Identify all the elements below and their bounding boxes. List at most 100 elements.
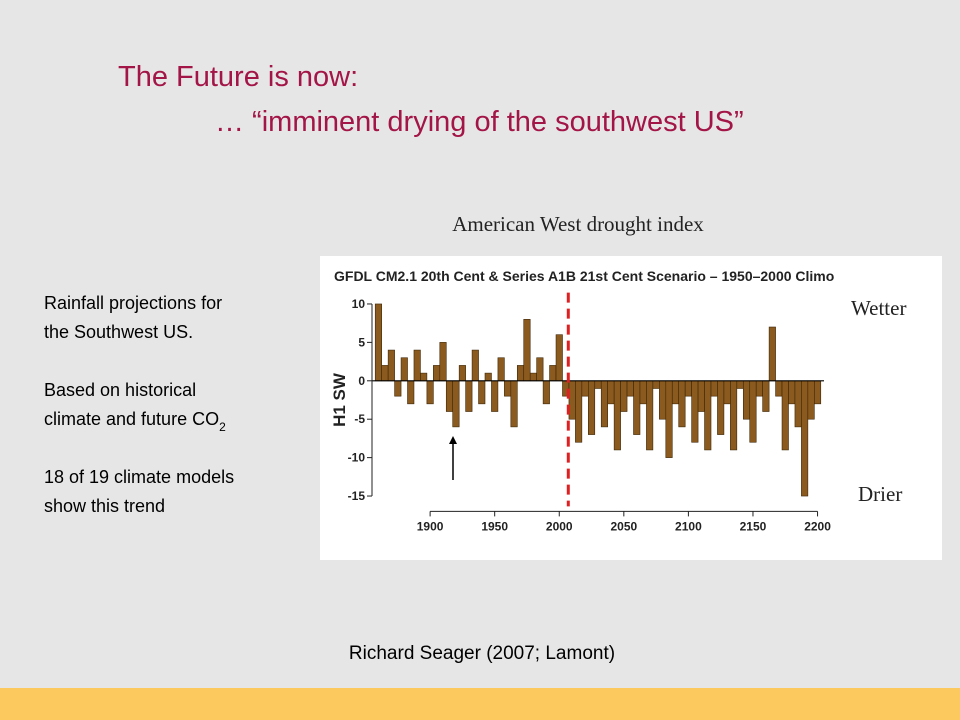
y-tick-label: 5: [358, 335, 365, 349]
bar: [588, 380, 596, 435]
bar: [639, 380, 647, 405]
bar: [504, 380, 512, 397]
bar: [646, 380, 654, 451]
bar: [555, 334, 563, 382]
bar: [484, 372, 492, 382]
bar: [516, 365, 525, 382]
drier-label: Drier: [858, 482, 902, 506]
y-tick-label: 0: [358, 374, 365, 388]
bar: [730, 380, 738, 451]
x-tick-label: 2000: [546, 519, 573, 533]
bar: [439, 342, 447, 382]
x-tick-label: 1950: [481, 519, 508, 533]
y-tick-label: -15: [348, 489, 366, 503]
side-text: show this trend: [44, 496, 165, 516]
side-text: climate and future CO2: [44, 409, 226, 434]
bar: [749, 380, 757, 443]
bar: [381, 365, 389, 382]
bar: [626, 380, 634, 397]
footer-bar: [0, 688, 960, 720]
bar: [575, 380, 583, 443]
bar: [704, 380, 712, 451]
bar: [717, 380, 725, 435]
title-line: The Future is now:: [118, 61, 358, 93]
side-text: Rainfall projections for: [44, 293, 222, 313]
side-text: 18 of 19 climate models: [44, 467, 234, 487]
bar: [497, 357, 505, 382]
bar: [691, 380, 699, 443]
bar: [413, 349, 421, 382]
bar: [426, 380, 434, 405]
bar: [594, 380, 602, 389]
credit: Richard Seager (2007; Lamont): [349, 643, 615, 664]
bar: [801, 380, 809, 497]
bar: [697, 380, 705, 412]
side-text: the Southwest US.: [44, 322, 193, 342]
side-text-part: climate and future CO: [44, 409, 219, 429]
bar: [452, 380, 460, 428]
bar: [775, 380, 783, 397]
bar: [581, 380, 589, 397]
bar: [762, 380, 770, 412]
bar: [781, 380, 789, 451]
y-tick-label: -5: [354, 412, 365, 426]
bar: [613, 380, 621, 451]
bar: [407, 380, 415, 405]
bar: [374, 303, 382, 382]
wetter-label: Wetter: [851, 296, 906, 320]
chart-caption: American West drought index: [452, 212, 704, 236]
bar: [755, 380, 763, 397]
bar: [814, 380, 822, 405]
title-line: … “imminent drying of the southwest US”: [215, 106, 744, 138]
bar: [633, 380, 641, 435]
bar: [671, 380, 680, 405]
bar: [387, 349, 395, 382]
bar: [549, 365, 557, 382]
side-text: Based on historical: [44, 380, 196, 400]
bar: [659, 380, 667, 420]
bar: [420, 372, 428, 382]
subscript: 2: [219, 420, 226, 434]
bar: [536, 357, 544, 382]
x-tick-label: 2150: [740, 519, 767, 533]
bar: [742, 380, 751, 420]
x-tick-label: 2200: [804, 519, 831, 533]
bar: [445, 380, 454, 412]
bar: [652, 380, 660, 389]
y-axis-label: H1 SW: [330, 372, 349, 427]
bar: [568, 380, 576, 420]
bar: [665, 380, 673, 458]
y-tick-label: 10: [352, 297, 366, 311]
bar: [768, 326, 776, 382]
bar: [478, 380, 486, 405]
bar: [471, 349, 479, 382]
bar: [620, 380, 628, 412]
bar: [458, 365, 466, 382]
bar: [600, 380, 608, 428]
chart-title: GFDL CM2.1 20th Cent & Series A1B 21st C…: [334, 268, 834, 284]
bar: [542, 380, 550, 405]
plot: 10 5 0 -5 -10 -15 1900 1950 2000 2050 2100 2150 2200: [348, 292, 831, 533]
bar: [607, 380, 615, 405]
x-tick-label: 1900: [417, 519, 444, 533]
bar: [723, 380, 731, 405]
bar: [529, 372, 537, 382]
bar: [684, 380, 692, 397]
bar: [510, 380, 518, 428]
y-tick-label: -10: [348, 451, 366, 465]
arrow-head: [449, 436, 457, 444]
chart-panel: [320, 256, 942, 560]
bar: [678, 380, 686, 428]
bar: [523, 319, 531, 382]
bar: [400, 357, 408, 382]
bar: [736, 380, 744, 389]
x-tick-label: 2050: [610, 519, 637, 533]
bar: [465, 380, 473, 412]
bar: [788, 380, 796, 405]
bar: [394, 380, 402, 397]
bar: [710, 380, 718, 397]
bar: [794, 380, 802, 428]
bar: [807, 380, 815, 420]
